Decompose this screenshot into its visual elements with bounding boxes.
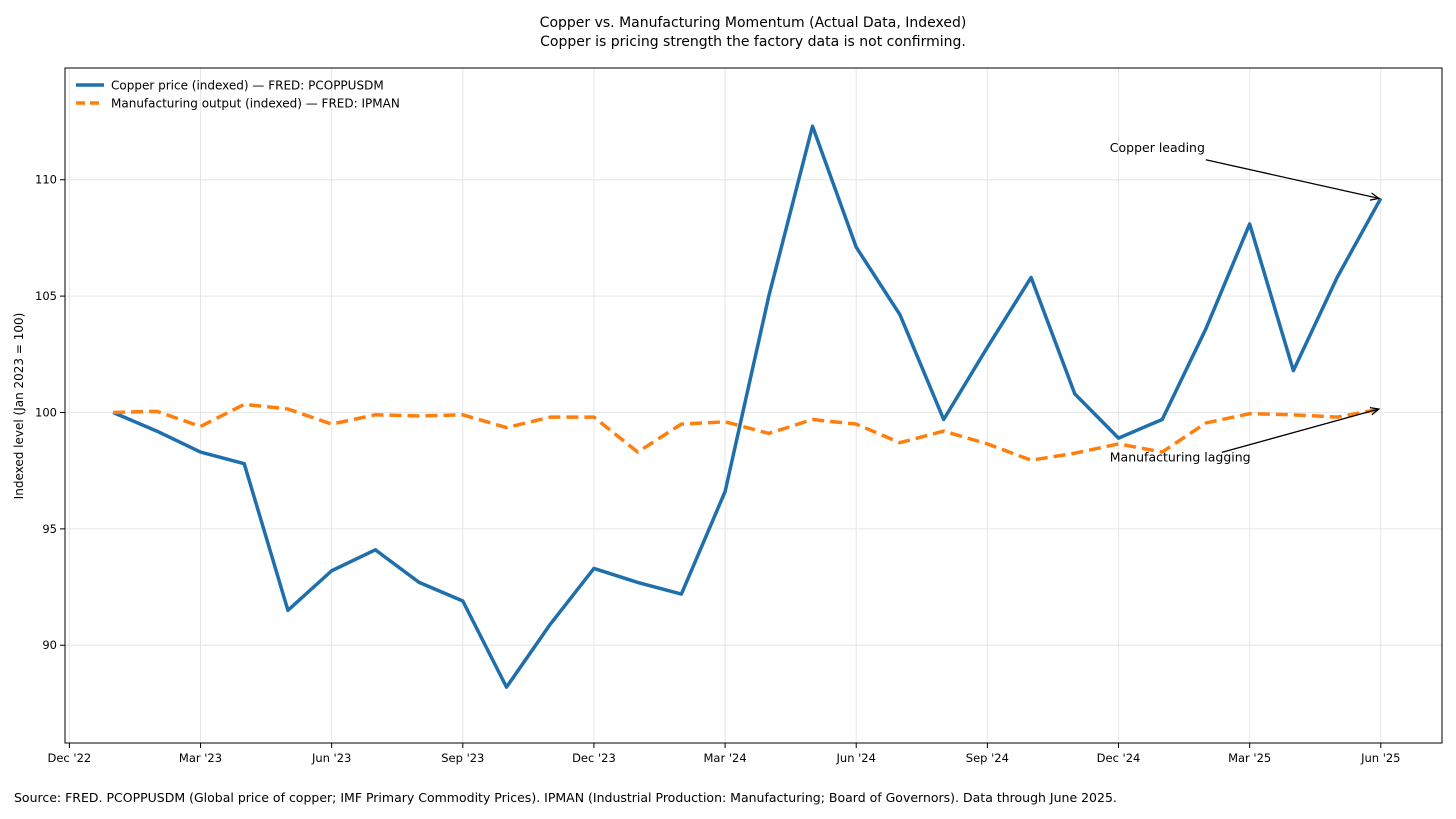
x-tick-label: Sep '23 [441,751,484,765]
x-tick-label: Jun '25 [1360,751,1400,765]
annotations: Copper leading Manufacturing lagging [1110,140,1381,464]
legend-label-manufacturing: Manufacturing output (indexed) — FRED: I… [111,97,400,111]
x-tick-label: Dec '22 [48,751,92,765]
x-tick-label: Sep '24 [966,751,1009,765]
x-axis-ticks: Dec '22 Mar '23 Jun '23 Sep '23 Dec '23 Mar '… [48,743,1401,765]
y-axis-ticks: 90 95 100 105 110 [35,173,65,652]
annotation-copper-leading: Copper leading [1110,140,1205,155]
y-tick-label: 100 [35,405,57,419]
annotation-arrow-shaft [1221,408,1379,453]
data-series [112,124,1383,689]
annotation-arrow-shaft [1205,159,1379,199]
plot-frame [64,67,1443,744]
manufacturing-output-line [113,402,1382,462]
x-tick-label: Mar '23 [179,751,222,765]
annotation-arrow-head [1369,406,1381,416]
x-tick-label: Jun '24 [836,751,876,765]
x-tick-label: Dec '23 [572,751,616,765]
chart-legend: Copper price (indexed) — FRED: PCOPPUSDM… [76,79,400,111]
source-note: Source: FRED. PCOPPUSDM (Global price of… [14,790,1117,805]
annotation-arrow-head [1369,192,1381,201]
x-tick-label: Mar '25 [1228,751,1271,765]
y-tick-label: 90 [42,638,57,652]
y-tick-label: 105 [35,289,57,303]
chart-subtitle: Copper is pricing strength the factory d… [540,34,966,50]
legend-label-copper: Copper price (indexed) — FRED: PCOPPUSDM [111,79,384,93]
x-tick-label: Jun '23 [311,751,351,765]
annotation-manufacturing-lagging: Manufacturing lagging [1110,449,1251,464]
chart-title: Copper vs. Manufacturing Momentum (Actua… [540,15,967,31]
x-tick-label: Dec '24 [1097,751,1141,765]
copper-price-line [112,124,1383,689]
x-tick-label: Mar '24 [704,751,747,765]
y-tick-label: 95 [42,522,57,536]
y-axis-label: Indexed level (Jan 2023 = 100) [12,313,26,500]
y-tick-label: 110 [35,173,57,187]
